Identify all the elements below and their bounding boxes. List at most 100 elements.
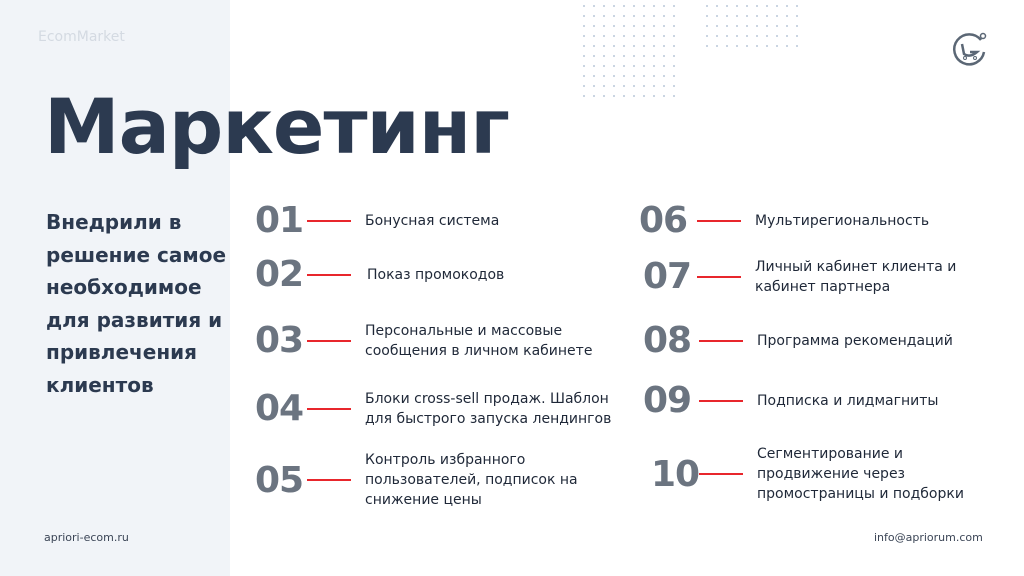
- dot: [593, 25, 595, 27]
- dot: [673, 85, 675, 87]
- dot: [593, 45, 595, 47]
- dot: [776, 5, 778, 7]
- dot: [673, 25, 675, 27]
- dot: [726, 25, 728, 27]
- dot: [756, 25, 758, 27]
- list-item: 10 Сегментирование и продвижение через пр…: [651, 444, 982, 504]
- dot: [613, 5, 615, 7]
- dot: [776, 15, 778, 17]
- dot: [603, 65, 605, 67]
- left-panel: [0, 0, 230, 576]
- dot: [653, 25, 655, 27]
- dot: [603, 15, 605, 17]
- item-text: Сегментирование и продвижение через пром…: [757, 446, 964, 502]
- item-number: 07: [643, 256, 692, 297]
- dot: [663, 15, 665, 17]
- dot: [633, 25, 635, 27]
- dot: [613, 75, 615, 77]
- dot: [583, 55, 585, 57]
- dot: [643, 15, 645, 17]
- list-item: 01 Бонусная система: [255, 200, 625, 241]
- dot: [786, 45, 788, 47]
- list-item: 03 Персональные и массовые сообщения в ли…: [255, 320, 610, 361]
- dot: [756, 35, 758, 37]
- dot: [643, 85, 645, 87]
- dot: [673, 55, 675, 57]
- list-item: 05 Контроль избранного пользователей, под…: [255, 450, 585, 510]
- footer-website: apriori-ecom.ru: [44, 531, 129, 544]
- dot: [766, 25, 768, 27]
- dot: [716, 45, 718, 47]
- dot: [796, 15, 798, 17]
- list-item: 06 Мультирегиональность: [639, 200, 1015, 241]
- item-number: 06: [639, 200, 688, 241]
- dot: [746, 35, 748, 37]
- dot: [643, 75, 645, 77]
- dot: [716, 25, 718, 27]
- dot: [613, 85, 615, 87]
- dot: [593, 55, 595, 57]
- dot: [663, 25, 665, 27]
- dot: [583, 5, 585, 7]
- dot: [583, 45, 585, 47]
- item-text: Персональные и массовые сообщения в личн…: [365, 322, 593, 359]
- dot: [716, 15, 718, 17]
- dot: [603, 5, 605, 7]
- dot: [623, 75, 625, 77]
- red-dash: [697, 275, 741, 278]
- dot: [766, 35, 768, 37]
- dot: [786, 5, 788, 7]
- dot: [643, 55, 645, 57]
- dot: [706, 45, 708, 47]
- dot: [726, 15, 728, 17]
- dot: [623, 55, 625, 57]
- dot: [663, 35, 665, 37]
- dot: [633, 5, 635, 7]
- dot: [603, 25, 605, 27]
- dot: [756, 5, 758, 7]
- dot: [653, 55, 655, 57]
- red-dash: [307, 339, 351, 342]
- dot: [663, 55, 665, 57]
- dot: [653, 65, 655, 67]
- dot: [613, 25, 615, 27]
- dot: [633, 75, 635, 77]
- dot: [736, 45, 738, 47]
- item-text: Блоки cross-sell продаж. Шаблон для быст…: [365, 390, 612, 427]
- item-number: 09: [643, 380, 692, 421]
- dot: [633, 95, 635, 97]
- dot: [603, 45, 605, 47]
- dot: [583, 75, 585, 77]
- dot: [593, 65, 595, 67]
- dot: [673, 65, 675, 67]
- dot: [613, 55, 615, 57]
- item-text: Подписка и лидмагниты: [757, 392, 939, 409]
- dot: [613, 95, 615, 97]
- dot: [673, 5, 675, 7]
- dot: [736, 5, 738, 7]
- dot: [653, 75, 655, 77]
- dot: [583, 95, 585, 97]
- dot: [613, 65, 615, 67]
- item-number: 08: [643, 320, 692, 361]
- dot: [583, 15, 585, 17]
- page-title: Маркетинг: [44, 82, 510, 171]
- dot: [653, 5, 655, 7]
- dot: [593, 95, 595, 97]
- dot: [623, 45, 625, 47]
- dot: [716, 35, 718, 37]
- dot: [623, 95, 625, 97]
- dot: [663, 95, 665, 97]
- item-text: Мультирегиональность: [755, 212, 930, 229]
- dot: [613, 45, 615, 47]
- item-text: Контроль избранного пользователей, подпи…: [365, 452, 578, 508]
- dot: [706, 35, 708, 37]
- dot: [643, 25, 645, 27]
- dot: [796, 25, 798, 27]
- dot: [633, 65, 635, 67]
- item-text: Показ промокодов: [367, 266, 505, 283]
- dot: [663, 65, 665, 67]
- dot: [663, 45, 665, 47]
- dot: [633, 45, 635, 47]
- dot: [706, 15, 708, 17]
